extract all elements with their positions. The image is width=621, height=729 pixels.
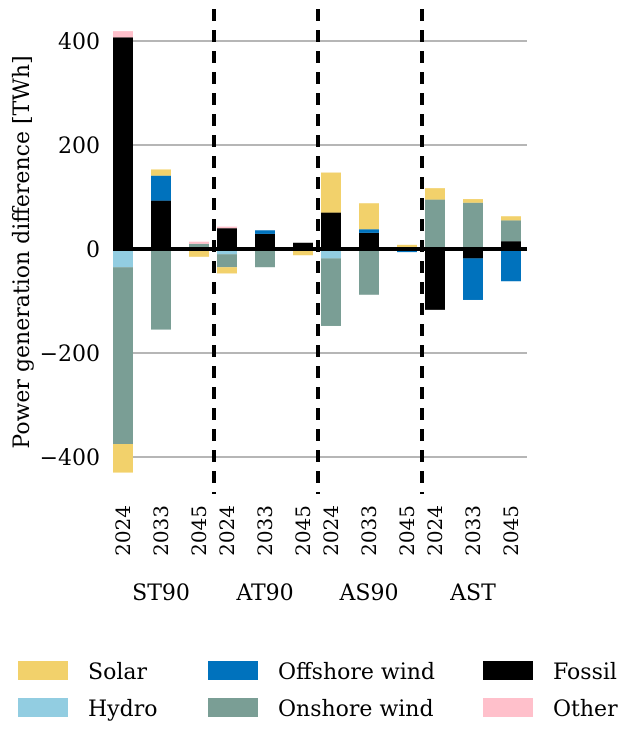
bar-segment-offshore-wind bbox=[151, 175, 171, 201]
bar-segment-solar bbox=[293, 249, 313, 256]
bar-segment-fossil bbox=[321, 212, 341, 249]
bar-segment-other bbox=[217, 226, 237, 229]
bar-segment-other bbox=[113, 31, 133, 38]
x-tick-label: 2024 bbox=[423, 505, 447, 556]
bar-segment-onshore-wind bbox=[217, 254, 237, 268]
bar-segment-fossil bbox=[463, 249, 483, 259]
bar-segment-solar bbox=[359, 203, 379, 230]
y-tick-label: −400 bbox=[40, 446, 100, 471]
legend-swatch-solar bbox=[18, 661, 68, 680]
bar-segment-solar bbox=[151, 169, 171, 176]
x-tick-label: 2033 bbox=[149, 505, 173, 556]
legend-swatch-offshore-wind bbox=[208, 661, 258, 680]
legend-swatch-onshore-wind bbox=[208, 698, 258, 717]
bar-segment-fossil bbox=[151, 200, 171, 249]
bar-segment-solar bbox=[113, 444, 133, 473]
bar-segment-onshore-wind bbox=[463, 202, 483, 249]
x-tick-label: 2033 bbox=[253, 505, 277, 556]
axis-layer: 400 200 0 −200 −400 bbox=[40, 9, 527, 494]
bar-segment-fossil bbox=[217, 228, 237, 249]
bar-segment-onshore-wind bbox=[425, 199, 445, 249]
bar-segment-solar bbox=[397, 244, 417, 249]
bar-segment-fossil bbox=[293, 242, 313, 249]
bar-segment-onshore-wind bbox=[501, 220, 521, 242]
legend-label: Solar bbox=[88, 660, 147, 685]
bar-segment-other bbox=[189, 241, 209, 244]
bar-segment-onshore-wind bbox=[255, 249, 275, 268]
bar-segment-offshore-wind bbox=[501, 249, 521, 282]
legend-swatch-other bbox=[483, 698, 533, 717]
y-tick-label: 400 bbox=[58, 30, 100, 55]
bar-segment-solar bbox=[321, 172, 341, 213]
bar-segment-fossil bbox=[113, 37, 133, 249]
group-label: AT90 bbox=[235, 581, 293, 606]
bar-segment-solar bbox=[217, 267, 237, 274]
bar-segment-fossil bbox=[501, 241, 521, 249]
bar-segment-offshore-wind bbox=[463, 258, 483, 300]
bar-segment-hydro bbox=[217, 249, 237, 255]
x-tick-label: 2024 bbox=[319, 505, 343, 556]
bar-segment-solar bbox=[463, 199, 483, 203]
legend-label: Other bbox=[553, 697, 618, 722]
bar-segment-fossil bbox=[255, 233, 275, 249]
labels-layer: 2024 2033 2045 ST90 2024 2033 2045 AT90 2024 2033… bbox=[111, 505, 523, 606]
bar-segment-onshore-wind bbox=[189, 243, 209, 249]
legend: Solar Offshore wind Fossil Hydro Onshore win… bbox=[18, 660, 618, 722]
bar-segment-onshore-wind bbox=[359, 249, 379, 295]
bar-segment-onshore-wind bbox=[321, 258, 341, 326]
bar-segment-hydro bbox=[321, 249, 341, 259]
y-tick-label: −200 bbox=[40, 342, 100, 367]
x-tick-label: 2024 bbox=[215, 505, 239, 556]
bar-segment-fossil bbox=[359, 232, 379, 249]
x-tick-label: 2033 bbox=[357, 505, 381, 556]
legend-label: Offshore wind bbox=[278, 660, 435, 685]
group-label: AST bbox=[449, 581, 496, 606]
legend-label: Hydro bbox=[88, 697, 157, 722]
bar-segment-offshore-wind bbox=[359, 229, 379, 233]
bar-segment-solar bbox=[501, 216, 521, 221]
y-axis-title: Power generation difference [TWh] bbox=[10, 55, 35, 448]
bars-layer bbox=[113, 31, 521, 473]
legend-swatch-fossil bbox=[483, 661, 533, 680]
bar-segment-onshore-wind bbox=[151, 249, 171, 330]
x-tick-label: 2033 bbox=[461, 505, 485, 556]
x-tick-label: 2045 bbox=[395, 505, 419, 556]
x-tick-label: 2045 bbox=[187, 505, 211, 556]
group-label: ST90 bbox=[132, 581, 190, 606]
bar-segment-onshore-wind bbox=[113, 267, 133, 444]
bar-segment-solar bbox=[425, 188, 445, 200]
legend-swatch-hydro bbox=[18, 698, 68, 717]
bar-segment-fossil bbox=[425, 249, 445, 310]
legend-label: Onshore wind bbox=[278, 697, 434, 722]
bar-segment-solar bbox=[189, 249, 209, 257]
legend-label: Fossil bbox=[553, 660, 617, 685]
group-label: AS90 bbox=[339, 581, 399, 606]
bar-segment-hydro bbox=[113, 249, 133, 268]
bar-segment-offshore-wind bbox=[255, 230, 275, 234]
x-tick-label: 2024 bbox=[111, 505, 135, 556]
y-tick-label: 0 bbox=[86, 238, 100, 263]
y-tick-label: 200 bbox=[58, 134, 100, 159]
x-tick-label: 2045 bbox=[499, 505, 523, 556]
x-tick-label: 2045 bbox=[291, 505, 315, 556]
